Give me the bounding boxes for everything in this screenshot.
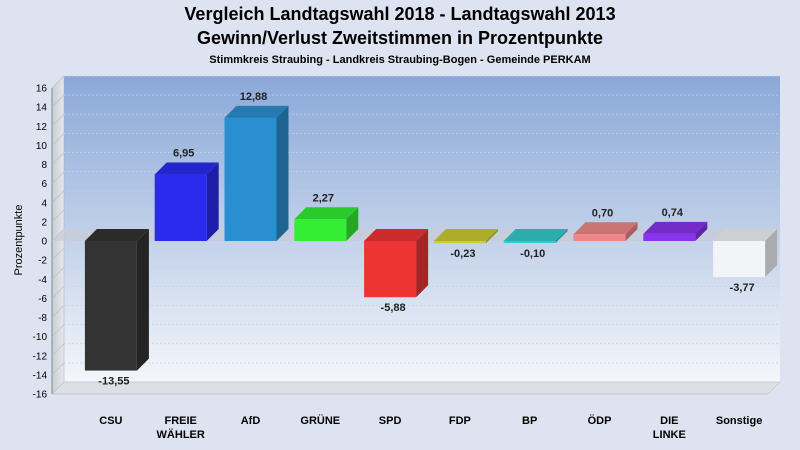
bar-front <box>573 234 626 241</box>
y-tick-label: 4 <box>41 198 47 209</box>
bar-front <box>643 233 696 241</box>
y-tick-label: 10 <box>36 141 48 152</box>
y-tick-label: 12 <box>36 122 48 133</box>
x-tick-label: FREIE WÄHLER <box>157 415 205 441</box>
data-label: -0,10 <box>520 248 545 260</box>
bar-side <box>625 222 638 241</box>
data-label: 6,95 <box>173 148 194 160</box>
bar-side <box>485 229 498 244</box>
bar-front <box>503 241 556 243</box>
x-tick-label: SPD <box>379 415 402 427</box>
bar-ödp <box>573 222 638 241</box>
y-tick-label: 8 <box>41 160 47 171</box>
y-tick-label: -6 <box>38 294 47 305</box>
y-tick-label: -16 <box>33 390 48 401</box>
data-label: 0,74 <box>662 207 684 219</box>
data-label: -0,23 <box>450 248 475 260</box>
bar-spd <box>364 229 429 298</box>
bar-top <box>503 229 568 241</box>
y-tick-label: 6 <box>41 179 47 190</box>
bar-fdp <box>433 229 498 244</box>
bar-side <box>695 221 708 241</box>
gridline-side <box>51 343 65 356</box>
plot-floor <box>51 381 781 395</box>
y-tick-label: -10 <box>33 332 48 343</box>
x-tick-label: FDP <box>449 415 471 427</box>
y-tick-label: 16 <box>36 84 48 95</box>
bar-top <box>294 207 359 220</box>
bar-front <box>713 241 766 278</box>
data-label: 2,27 <box>313 192 334 204</box>
bar-top <box>713 229 778 241</box>
gridline-side <box>51 171 65 184</box>
gridline-side <box>51 114 65 127</box>
gridline-side <box>51 94 65 108</box>
bar-afd <box>224 105 289 242</box>
y-axis-label: Prozentpunkte <box>13 205 25 276</box>
chart-subtitle-region: Stimmkreis Straubing - Landkreis Straubi… <box>209 54 591 66</box>
bar-grüne <box>294 207 359 241</box>
y-tick-label: -2 <box>38 256 47 267</box>
gridline-side <box>51 133 65 146</box>
gridline-side <box>51 267 65 280</box>
bar-front <box>224 117 277 241</box>
bar-side <box>346 207 359 241</box>
bar-front <box>84 241 137 371</box>
bar-front <box>294 219 347 241</box>
bar-top <box>643 221 708 234</box>
gridline-side <box>51 209 65 223</box>
bar-top <box>224 105 289 118</box>
gridline-side <box>51 305 65 318</box>
y-tick-label: -8 <box>38 313 47 324</box>
bar-side <box>416 229 429 298</box>
x-tick-label: BP <box>522 415 537 427</box>
bar-front <box>364 241 417 298</box>
y-tick-label: -14 <box>33 370 48 381</box>
bar-side <box>555 229 568 243</box>
bar-side <box>765 229 778 278</box>
chart-subtitle: Gewinn/Verlust Zweitstimmen in Prozentpu… <box>196 28 604 48</box>
x-tick-label: ÖDP <box>588 414 612 427</box>
bar-die-linke <box>643 221 708 241</box>
data-label: 12,88 <box>240 91 268 103</box>
y-tick-label: 2 <box>41 217 47 228</box>
data-label: -5,88 <box>381 302 406 314</box>
bar-csu <box>84 229 149 371</box>
gridline-side <box>51 190 65 203</box>
bar-front <box>154 174 207 241</box>
gridline-side <box>51 75 65 89</box>
data-label: -13,55 <box>98 376 129 388</box>
x-tick-label: Sonstige <box>716 415 762 427</box>
y-tick-label: -4 <box>38 275 47 286</box>
data-label: 0,70 <box>592 207 613 219</box>
bar-top <box>84 229 149 241</box>
gridline-side <box>51 381 65 395</box>
gridline-side <box>51 152 65 165</box>
y-tick-label: -12 <box>33 351 48 362</box>
chart-title: Vergleich Landtagswahl 2018 - Landtagswa… <box>184 4 616 24</box>
bar-bp <box>503 229 568 243</box>
bar-top <box>154 162 219 175</box>
bar-sonstige <box>713 229 778 278</box>
data-label: -3,77 <box>730 282 755 294</box>
x-tick-label: DIE LINKE <box>653 415 686 441</box>
bar-side <box>276 105 289 242</box>
y-tick-label: 14 <box>36 103 48 114</box>
bar-side <box>136 229 149 371</box>
gridline-side <box>51 362 65 376</box>
gridline-side <box>51 247 65 261</box>
bar-top <box>433 229 498 241</box>
bar-top <box>364 229 429 241</box>
x-tick-label: AfD <box>241 415 261 427</box>
bar-front <box>433 241 486 244</box>
x-tick-label: CSU <box>99 415 122 427</box>
gridline-side <box>51 324 65 337</box>
bar-top <box>573 222 638 235</box>
bar-freie-wähler <box>154 162 219 241</box>
bar-side <box>206 162 219 241</box>
x-tick-label: GRÜNE <box>300 414 340 427</box>
gridline-side <box>51 286 65 299</box>
y-tick-label: 0 <box>41 237 47 248</box>
